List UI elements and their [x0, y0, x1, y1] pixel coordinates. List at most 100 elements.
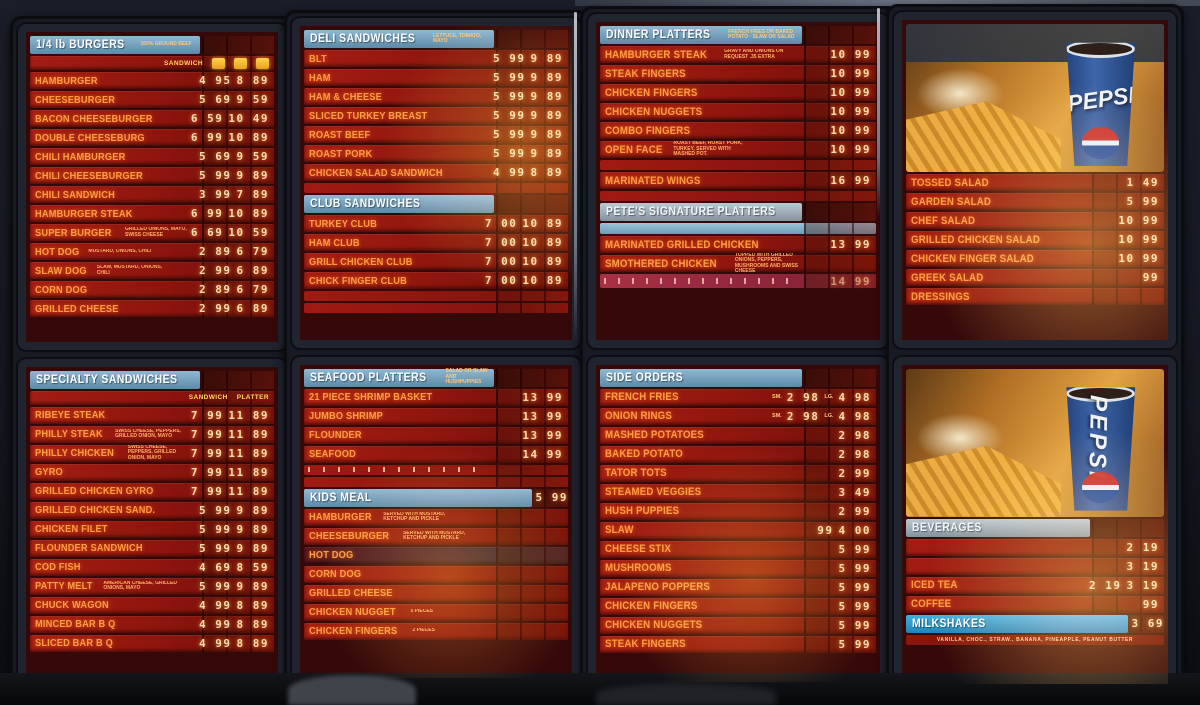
item-prices: 99 4 00	[817, 524, 871, 537]
item-prices: 10 99	[830, 143, 871, 156]
item-prices: 5 99	[839, 562, 872, 575]
item-prices: 1 49	[1127, 176, 1160, 189]
flavors-text: VANILLA, CHOC., STRAW., BANANA, PINEAPPL…	[936, 636, 1134, 643]
item-name: GRILL CHICKEN CLUB	[309, 255, 413, 268]
item-prices: 10 99	[1118, 233, 1159, 246]
item-name: COMBO FINGERS	[605, 124, 691, 137]
item-name: SUPER BURGER	[35, 226, 112, 239]
menu-item-open-face: OPEN FACE ROAST BEEF, ROAST PORK, TURKEY,…	[600, 141, 876, 158]
section-price: 3 69	[1131, 617, 1164, 630]
band-price: 14 99	[830, 274, 871, 288]
menu-item-hamburger-steak: HAMBURGER STEAK GRAVY and ONIONS ON REQUE…	[600, 46, 876, 63]
item-name: HAM	[309, 71, 331, 84]
item-note: SERVED with MUSTARD, KETCHUP and PICKLE	[383, 511, 446, 522]
item-name: CHICKEN FINGERS	[605, 86, 698, 99]
menu-item-double-cheeseburg: DOUBLE CHEESEBURG 6 99 10 89	[30, 129, 274, 146]
menu-item-patty-melt: PATTY MELT AMERICAN CHEESE, GRILLED ONION…	[30, 577, 274, 595]
menu-window: SIDE ORDERS FRENCH FRIES SM. 2 98 LG. 4 98 ONI…	[586, 354, 890, 692]
item-price-platter: 9 89	[236, 579, 269, 593]
item-price-platter: 9 89	[236, 541, 269, 555]
item-price-sandwich: 7 99	[190, 446, 224, 460]
item-price-sandwich: 2 89	[199, 245, 232, 258]
item-price-platter: 10 89	[522, 236, 563, 249]
item-price-platter: 10 99	[830, 143, 871, 156]
item-prices: 4 99 8 89	[493, 166, 563, 179]
item-note: 2 PIECES	[412, 628, 435, 634]
item-price-sandwich: 5 99	[493, 90, 526, 103]
menu-item-cheeseburger: CHEESEBURGER SERVED with MUSTARD, KETCHUP…	[304, 527, 568, 545]
window-divider	[588, 348, 888, 357]
menu-item: 2 19	[906, 538, 1164, 556]
item-price-platter: 5 99	[838, 618, 871, 632]
menu-item-philly-chicken: PHILLY CHICKEN SWISS CHEESE, PEPPERS, GRI…	[30, 444, 274, 462]
item-prices: 5 99 9 89	[199, 169, 269, 182]
item-name: ROAST BEEF	[309, 128, 371, 141]
price-tab	[234, 57, 247, 69]
item-name: CHILI SANDWICH	[35, 188, 115, 201]
item-price-sandwich: 4 69	[199, 560, 232, 574]
pepsi-logo: PEPSI	[1065, 80, 1137, 117]
item-name: CHEESE STIX	[605, 543, 671, 555]
item-name: ONION RINGS	[605, 410, 673, 422]
section-band: KIDS MEAL	[304, 488, 532, 507]
menu-item-ribeye-steak: RIBEYE STEAK 7 99 11 89	[30, 406, 274, 424]
menu-item-roast-beef: ROAST BEEF 5 99 9 89	[304, 126, 568, 143]
item-price-platter: 11 89	[228, 408, 269, 422]
item-name: GRILLED CHICKEN GYRO	[35, 485, 154, 497]
menu-item-chick-finger-club: CHICK FINGER CLUB 7 00 10 89	[304, 272, 568, 289]
item-name: DOUBLE CHEESEBURG	[35, 131, 145, 144]
section-header-kids-meal: KIDS MEAL 5 99	[304, 488, 568, 507]
item-name: STEAK FINGERS	[605, 638, 686, 650]
item-prices: 2 99 6 89	[199, 302, 269, 315]
section-subtitle: FRENCH FRIES OR BAKED POTATO · SLAW OR S…	[728, 28, 795, 40]
item-price-platter: 10 99	[830, 124, 871, 137]
section-header-pete-s-signature-platters: PETE'S SIGNATURE PLATTERS	[600, 203, 876, 221]
item-name: JALAPENO POPPERS	[605, 581, 711, 593]
item-price-sandwich: 2 99	[199, 264, 232, 277]
size-tag-small: SM.	[772, 394, 782, 400]
section-title: MILKSHAKES	[912, 617, 986, 630]
pepsi-globe-icon	[1082, 127, 1120, 159]
section-subtitle: LETTUCE, TOMATO, MAYO	[432, 32, 482, 44]
item-price-platter: 5 99	[838, 599, 871, 613]
item-price-sandwich: 7 99	[190, 408, 224, 422]
menu-item-chili-cheeseburger: CHILI CHEESEBURGER 5 99 9 89	[30, 167, 274, 184]
pepsi-promo-photo: PEPSI	[906, 368, 1164, 517]
item-price-platter: 11 89	[228, 446, 269, 460]
menu-item: 3 19	[906, 557, 1164, 575]
menu-window: DELI SANDWICHES LETTUCE, TOMATO, MAYO BLT 5…	[290, 16, 582, 350]
item-name: CHICKEN NUGGETS	[605, 105, 703, 118]
menu-item-hot-dog: HOT DOG	[304, 546, 568, 564]
item-name: CHEF SALAD	[911, 214, 976, 227]
item-prices: 10 99	[1118, 214, 1159, 227]
item-price-sandwich: 5 69	[199, 93, 232, 106]
item-price-sandwich: 2 99	[199, 302, 232, 315]
section-band: SEAFOOD PLATTERS SALAD or SLAW and HUSHPU…	[304, 368, 494, 387]
item-price-sandwich: 7 99	[190, 484, 224, 498]
menu-item-slaw-dog: SLAW DOG SLAW, MUSTARD, ONIONS, CHILI 2 99…	[30, 262, 274, 279]
section-title: SIDE ORDERS	[606, 371, 684, 384]
item-price-platter: 2 98	[838, 447, 871, 461]
item-name: GREEK SALAD	[911, 271, 984, 284]
item-name: PHILLY STEAK	[35, 428, 103, 440]
menu-item-ham: HAM 5 99 9 89	[304, 69, 568, 86]
menu-item-hush-puppies: HUSH PUPPIES 2 99	[600, 502, 876, 520]
item-price-platter: 5 99	[838, 561, 871, 575]
item-name: GYRO	[35, 466, 63, 478]
item-prices: 5 99 9 89	[199, 504, 269, 517]
item-name: FLOUNDER SANDWICH	[35, 542, 143, 554]
flavors-caption: VANILLA, CHOC., STRAW., BANANA, PINEAPPL…	[906, 634, 1164, 645]
item-note: SLAW, MUSTARD, ONIONS, CHILI	[96, 265, 163, 276]
column-headers: SANDWICH PLATTER	[30, 390, 274, 405]
window-divider	[18, 350, 286, 359]
item-name: MARINATED WINGS	[605, 174, 701, 187]
item-price-platter: 2 99	[838, 504, 871, 518]
menu-item-chili-sandwich: CHILI SANDWICH 3 99 7 89	[30, 186, 274, 203]
item-price-sandwich: 5 99	[493, 52, 526, 65]
item-note: MUSTARD, ONIONS, CHILI	[88, 248, 152, 254]
menu-item-grilled-cheese: GRILLED CHEESE	[304, 584, 568, 602]
item-name: TURKEY CLUB	[309, 217, 377, 230]
price-tab	[256, 57, 269, 69]
item-name: TATOR TOTS	[605, 467, 667, 479]
item-name: ROAST PORK	[309, 147, 373, 160]
